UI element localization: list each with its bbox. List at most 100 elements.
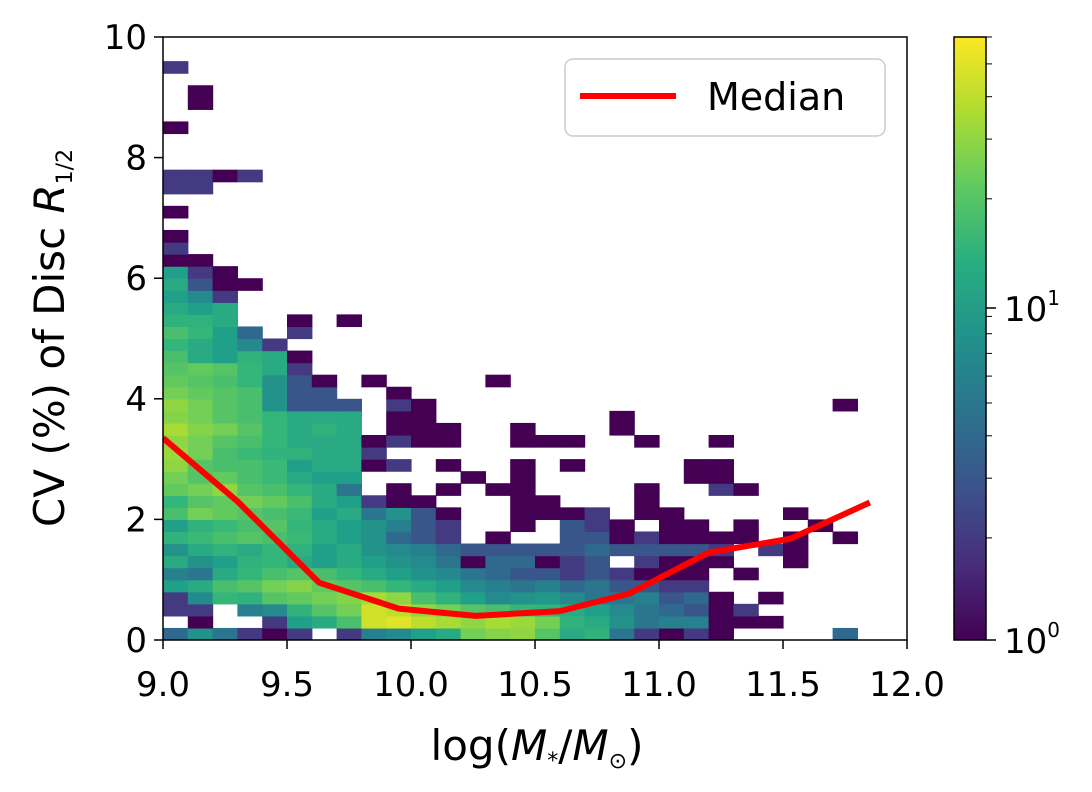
heatmap-cell: [163, 422, 189, 436]
heatmap-cell: [187, 302, 214, 315]
heatmap-cell: [386, 519, 412, 533]
heatmap-cell: [634, 483, 660, 496]
heatmap-cell: [163, 483, 189, 496]
heatmap-cell: [287, 422, 313, 436]
heatmap-cell: [212, 543, 238, 557]
heatmap-cell: [336, 447, 362, 460]
x-axis-label: log(M*/M⊙): [431, 721, 644, 774]
heatmap-cell: [361, 555, 387, 569]
heatmap-cell: [708, 531, 734, 545]
heatmap-cell: [262, 591, 288, 605]
heatmap-cell: [386, 459, 412, 472]
heatmap-cell: [708, 591, 734, 605]
heatmap-cell: [609, 567, 635, 581]
y-tick-label: 4: [125, 380, 147, 420]
x-tick-label: 9.0: [136, 665, 190, 705]
heatmap-cell: [460, 555, 486, 569]
heatmap-cell: [336, 398, 362, 412]
heatmap-cell: [237, 422, 263, 436]
heatmap-cell: [559, 519, 586, 533]
heatmap-cell: [584, 555, 610, 569]
colorbar-frame: [953, 36, 987, 641]
heatmap-cell: [336, 422, 362, 436]
heatmap-cell: [311, 603, 338, 617]
heatmap-cell: [361, 627, 387, 640]
heatmap-cell: [411, 579, 437, 593]
heatmap-cell: [559, 567, 586, 581]
heatmap-cell: [336, 531, 362, 545]
colorbar-tick-label: 101: [1004, 286, 1060, 330]
heatmap-cell: [187, 495, 214, 508]
heatmap-cell: [262, 483, 288, 496]
heatmap-cell: [187, 169, 214, 183]
heatmap-cell: [411, 434, 437, 448]
heatmap-cell: [311, 483, 338, 496]
heatmap-cell: [287, 350, 313, 364]
heatmap-cell: [584, 519, 610, 533]
heatmap-cell: [559, 543, 586, 557]
heatmap-cell: [187, 314, 214, 328]
x-tick-label: 10.5: [497, 665, 573, 705]
heatmap-cell: [584, 507, 610, 520]
heatmap-cell: [386, 579, 412, 593]
heatmap-cell: [237, 434, 263, 448]
heatmap-cell: [683, 567, 710, 581]
heatmap-cell: [187, 266, 214, 279]
heatmap-cell: [237, 531, 263, 545]
heatmap-cell: [212, 627, 238, 640]
colorbar-gradient: [954, 37, 986, 640]
heatmap-cell: [733, 531, 759, 545]
y-tick-label: 8: [125, 139, 147, 179]
heatmap: [163, 61, 858, 640]
heatmap-cell: [187, 555, 214, 569]
heatmap-cell: [262, 615, 288, 629]
heatmap-cell: [163, 278, 189, 291]
heatmap-cell: [609, 603, 635, 617]
heatmap-cell: [683, 591, 710, 605]
heatmap-cell: [708, 459, 734, 472]
heatmap-cell: [683, 531, 710, 545]
heatmap-cell: [609, 627, 635, 640]
heatmap-cell: [311, 555, 338, 569]
heatmap-cell: [708, 615, 734, 629]
heatmap-cell: [510, 591, 536, 605]
heatmap-cell: [187, 567, 214, 581]
colorbar-minor-ticks: [986, 36, 992, 539]
heatmap-cell: [311, 398, 338, 412]
heatmap-cell: [163, 205, 189, 219]
heatmap-cell: [386, 555, 412, 569]
heatmap-cell: [212, 302, 238, 315]
heatmap-cell: [411, 567, 437, 581]
legend-box: [564, 58, 886, 137]
heatmap-cell: [187, 410, 214, 424]
heatmap-cell: [237, 543, 263, 557]
heatmap-cell: [237, 410, 263, 424]
heatmap-cell: [237, 447, 263, 460]
heatmap-cell: [411, 627, 437, 640]
heatmap-cell: [237, 555, 263, 569]
heatmap-cell: [262, 350, 288, 364]
heatmap-cell: [485, 555, 511, 569]
heatmap-cell: [460, 543, 486, 557]
heatmap-cell: [212, 410, 238, 424]
heatmap-cell: [411, 615, 437, 629]
heatmap-cell: [187, 591, 214, 605]
x-tick-label: 11.5: [745, 665, 821, 705]
heatmap-cell: [510, 543, 536, 557]
x-tick-label: 12.0: [869, 665, 945, 705]
heatmap-cell: [510, 555, 536, 569]
heatmap-cell: [336, 543, 362, 557]
heatmap-cell: [609, 410, 635, 424]
heatmap-cell: [237, 579, 263, 593]
heatmap-cell: [311, 507, 338, 520]
heatmap-cell: [212, 362, 238, 376]
heatmap-cell: [559, 531, 586, 545]
heatmap-cell: [212, 447, 238, 460]
heatmap-cell: [212, 374, 238, 388]
heatmap-cell: [262, 362, 288, 376]
heatmap-cell: [386, 615, 412, 629]
heatmap-cell: [237, 567, 263, 581]
heatmap-cell: [535, 579, 561, 593]
heatmap-cell: [287, 579, 313, 593]
heatmap-cell: [411, 398, 437, 412]
